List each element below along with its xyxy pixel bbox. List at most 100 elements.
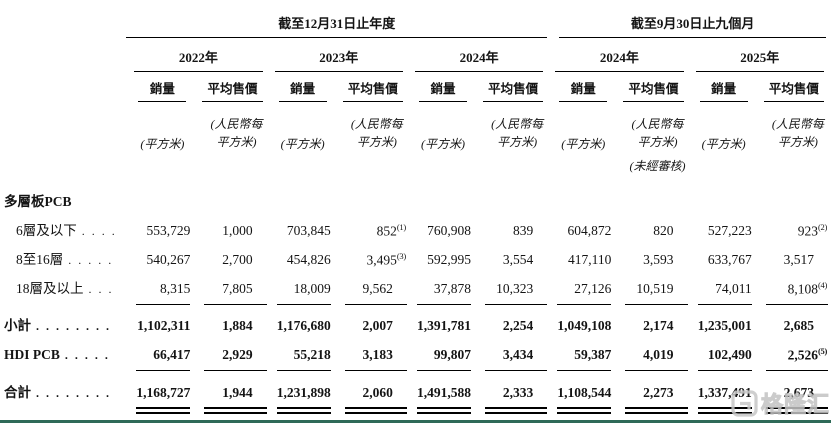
volume-value: 18,009 bbox=[293, 281, 331, 296]
leader-dots: . . . . . bbox=[64, 348, 110, 362]
volume-value: 1,391,781 bbox=[417, 318, 472, 333]
table-row: 8至16層 . . . . . 540,267 2,700 454,826 3,495(3… bbox=[4, 239, 828, 268]
table-cell bbox=[752, 152, 828, 174]
price-value: 10,323 bbox=[496, 281, 534, 296]
price-value: 4,019 bbox=[643, 347, 674, 362]
rule-line bbox=[344, 370, 407, 371]
pcb-table: 截至12月31日止年度 截至9月30日止九個月 2022年 2023年 2024年 202… bbox=[4, 6, 828, 414]
row-label: 8至16層 . . . . . bbox=[4, 239, 126, 268]
unit-price: (人民幣每 平方米) bbox=[771, 116, 824, 150]
volume-header: 銷量 bbox=[278, 78, 327, 102]
volume-value: 55,218 bbox=[293, 347, 331, 362]
price-value: 2,700 bbox=[222, 252, 253, 267]
measure-header: 平均售價 bbox=[331, 72, 407, 102]
price-value: 1,000 bbox=[222, 223, 253, 238]
rule-line bbox=[557, 407, 612, 414]
price-value: 1,884 bbox=[222, 318, 253, 333]
table-cell bbox=[126, 152, 190, 174]
table-cell bbox=[547, 174, 611, 186]
table-cell bbox=[267, 152, 331, 174]
table-cell bbox=[331, 174, 407, 186]
price-value: 7,805 bbox=[222, 281, 253, 296]
rule-line bbox=[625, 370, 688, 371]
volume-header: 銷量 bbox=[559, 78, 608, 102]
price-value: 3,183 bbox=[362, 347, 393, 362]
price-value: 852(1) bbox=[376, 221, 407, 239]
leader-dots: . . . . bbox=[81, 224, 117, 238]
table-cell bbox=[407, 152, 471, 174]
volume-value: 1,337,491 bbox=[697, 385, 752, 400]
table-cell bbox=[126, 174, 190, 186]
measure-header: 銷量 bbox=[547, 72, 611, 102]
table-cell bbox=[752, 174, 828, 186]
section-label: 多層板PCB bbox=[4, 194, 72, 209]
volume-value: 74,011 bbox=[715, 281, 752, 296]
row-label: HDI PCB . . . . . bbox=[4, 334, 126, 363]
rule-line bbox=[416, 370, 472, 371]
year-header-row: 2022年 2023年 2024年 2024年 2025年 bbox=[4, 38, 828, 72]
row-label: 小計 . . . . . . . . bbox=[4, 305, 126, 334]
rule-line bbox=[204, 370, 267, 371]
price-value: 2,060 bbox=[362, 385, 393, 400]
rule-cell bbox=[190, 297, 267, 305]
rule-cell bbox=[126, 297, 191, 305]
rule-line bbox=[276, 407, 331, 414]
volume-value: 1,108,544 bbox=[557, 385, 612, 400]
table-cell bbox=[190, 152, 266, 174]
rule-line bbox=[136, 370, 191, 371]
rule-cell bbox=[471, 297, 548, 305]
row-label-text: 6層及以下 bbox=[16, 223, 77, 238]
rule-cell bbox=[611, 401, 688, 414]
leader-dots: . . . bbox=[88, 282, 114, 296]
volume-header: 銷量 bbox=[418, 78, 468, 102]
unit-volume: (平方米) bbox=[701, 137, 746, 151]
row-label-text: HDI PCB bbox=[4, 347, 60, 362]
price-value: 2,333 bbox=[502, 385, 534, 400]
rule-cell bbox=[547, 297, 612, 305]
period-group-row: 截至12月31日止年度 截至9月30日止九個月 bbox=[4, 6, 828, 38]
rule-line bbox=[765, 370, 828, 371]
volume-value: 1,049,108 bbox=[557, 318, 612, 333]
volume-value: 1,491,588 bbox=[417, 385, 472, 400]
rule-cell bbox=[190, 363, 267, 371]
footnote-ref: (1) bbox=[396, 221, 406, 232]
price-value: 3,517 bbox=[783, 252, 814, 267]
row-label-spacer bbox=[4, 6, 126, 38]
volume-value: 102,490 bbox=[707, 347, 752, 362]
rule-cell bbox=[126, 363, 191, 371]
unit-row: (平方米) (人民幣每 平方米) (平方米) (人民幣每 平方米) (平方米) (人民幣每 平方… bbox=[4, 102, 828, 152]
unit-volume: (平方米) bbox=[420, 137, 465, 151]
rule-row bbox=[4, 363, 828, 371]
unit-price: (人民幣每 平方米) bbox=[210, 116, 263, 150]
unit-price: (人民幣每 平方米) bbox=[350, 116, 403, 150]
leader-dots: . . . . . . . . bbox=[36, 386, 111, 400]
table-row: 18層及以上 . . . 8,315 7,805 18,009 9,562 37,878 10… bbox=[4, 268, 828, 297]
volume-value: 1,231,898 bbox=[276, 385, 331, 400]
price-value: 839 bbox=[512, 223, 534, 238]
rule-cell bbox=[267, 401, 331, 414]
price-header: 平均售價 bbox=[202, 78, 263, 102]
price-header: 平均售價 bbox=[763, 78, 824, 102]
row-label: 6層及以下 . . . . bbox=[4, 210, 126, 239]
price-value: 2,673 bbox=[783, 385, 814, 400]
rule-cell bbox=[267, 363, 331, 371]
year-header: 2023年 bbox=[267, 38, 407, 72]
row-label-spacer bbox=[4, 174, 126, 186]
price-value: 820 bbox=[653, 223, 674, 238]
measure-header: 平均售價 bbox=[611, 72, 687, 102]
table-row: 6層及以下 . . . . 553,729 1,000 703,845 852(1) 760… bbox=[4, 210, 828, 239]
year-label: 2024年 bbox=[414, 47, 544, 72]
measure-header: 銷量 bbox=[126, 72, 190, 102]
rule-line bbox=[765, 304, 828, 305]
period-group-title: 截至12月31日止年度 bbox=[126, 13, 548, 38]
rule-line bbox=[485, 370, 548, 371]
price-value: 3,495(3) bbox=[366, 250, 407, 268]
volume-value: 8,315 bbox=[160, 281, 191, 296]
rule-line bbox=[485, 304, 548, 305]
rule-cell bbox=[331, 363, 407, 371]
unaudited-note: (未經審核) bbox=[629, 159, 686, 173]
unit-volume: (平方米) bbox=[140, 137, 185, 151]
price-value: 2,929 bbox=[222, 347, 253, 362]
rule-line bbox=[276, 304, 331, 305]
price-header: 平均售價 bbox=[342, 78, 403, 102]
